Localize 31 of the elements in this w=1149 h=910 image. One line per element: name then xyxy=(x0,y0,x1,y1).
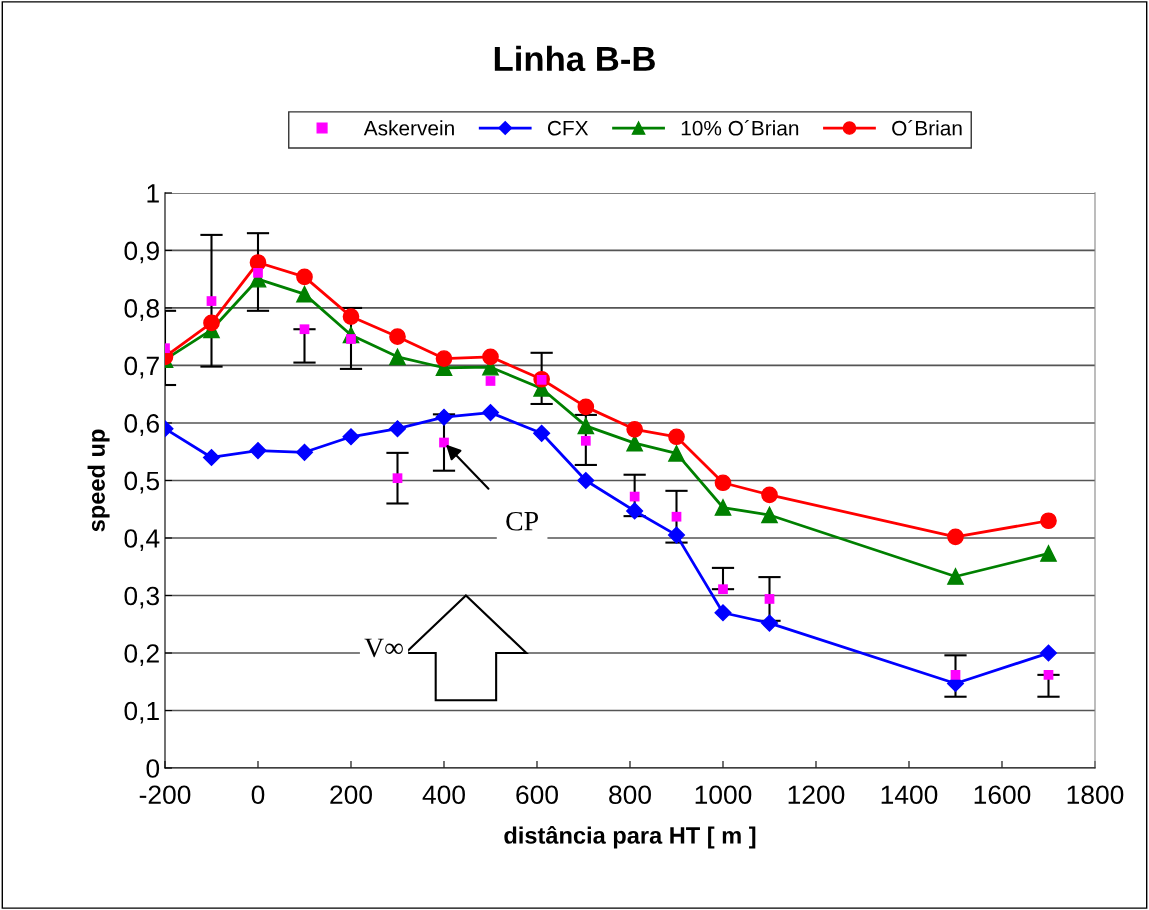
annotation: CP xyxy=(506,511,538,531)
x-tick-label: 1800 xyxy=(1067,785,1124,805)
y-tick-label: 0,4 xyxy=(124,529,160,551)
chart-title: Linha B-B xyxy=(494,45,655,72)
x-tick-label: 200 xyxy=(330,785,372,805)
y-tick-label: 0,9 xyxy=(124,241,159,264)
x-axis-title: distância para HT [ m ] xyxy=(504,825,756,849)
x-tick-label: 800 xyxy=(609,785,651,805)
y-tick-label: 0,1 xyxy=(124,701,159,724)
x-tick-label: 400 xyxy=(422,785,465,805)
y-tick-label: 0,5 xyxy=(124,471,160,494)
legend-label: O´Brian xyxy=(892,120,962,136)
y-tick-label: 0,7 xyxy=(124,356,159,379)
x-tick-label: 1400 xyxy=(881,785,938,805)
x-tick-label: 600 xyxy=(516,785,558,805)
y-tick-label: 0 xyxy=(146,759,160,778)
annotation: V∞ xyxy=(364,638,403,658)
legend-label: Askervein xyxy=(363,120,454,136)
x-tick-label: 1600 xyxy=(974,785,1031,805)
x-tick-label: 1000 xyxy=(695,785,752,805)
y-tick-label: 0,8 xyxy=(124,299,159,321)
y-tick-label: 0,6 xyxy=(124,414,159,436)
x-tick-label: 0 xyxy=(251,785,265,805)
y-tick-label: 1 xyxy=(147,184,159,203)
x-tick-label: 1200 xyxy=(788,785,845,805)
legend-label: CFX xyxy=(547,120,589,136)
y-tick-label: 0,3 xyxy=(124,586,159,609)
y-tick-label: 0,2 xyxy=(124,644,159,666)
y-axis-title: speed up xyxy=(87,429,110,532)
x-tick-label: -200 xyxy=(139,785,191,805)
legend-label: 10% O´Brian xyxy=(681,120,799,136)
